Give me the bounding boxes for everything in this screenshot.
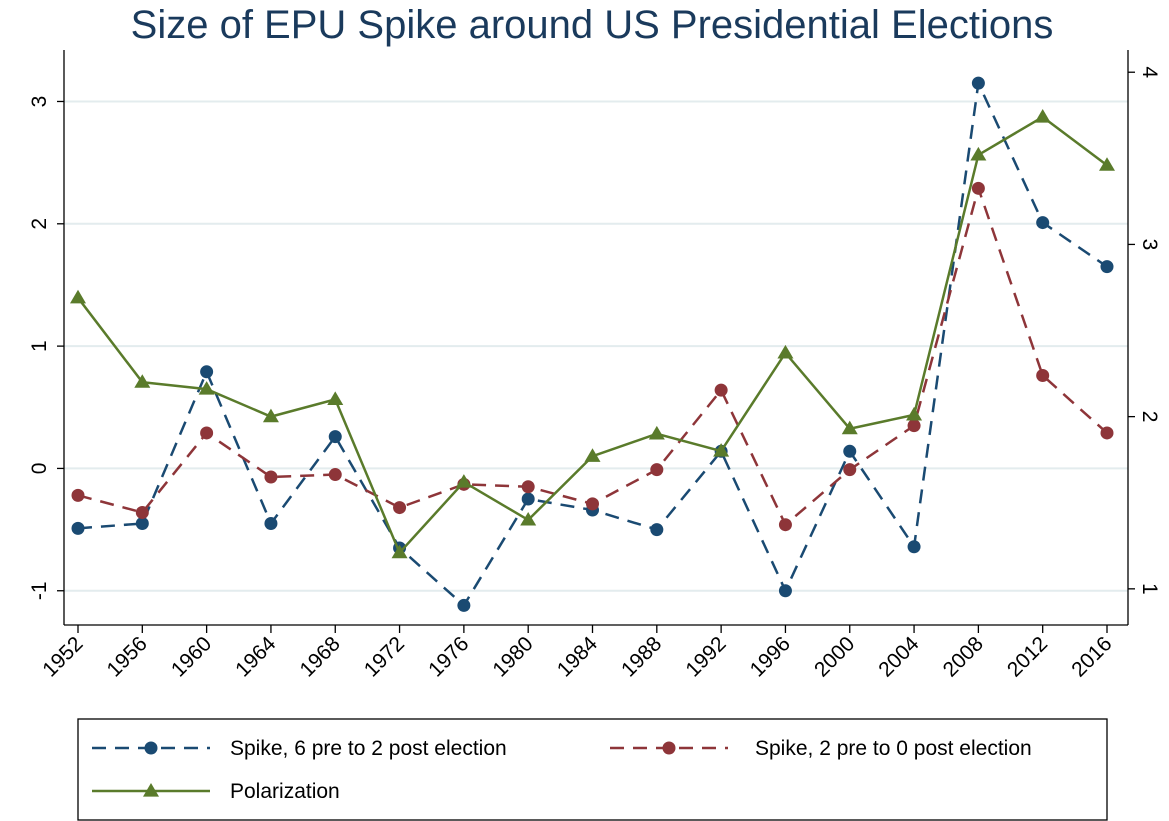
spike-2pre-0post-point [328,468,342,482]
left-axis-tick-label: -1 [28,581,51,600]
polarization-point [70,289,86,304]
spike-6pre-2post-point [1036,216,1050,230]
spike-2pre-0post-point [714,383,728,397]
spike-2pre-0post-point [1036,368,1050,382]
x-axis-tick-label: 1964 [231,632,281,682]
left-axis-tick-label: 1 [28,340,51,352]
axes: 3 2 1 0 -1 4 3 2 1 1952 1956 1960 1964 1968 1972 1976 19… [28,50,1161,682]
spike-2pre-0post-point [1100,426,1114,440]
polarization-point [906,406,923,421]
x-axis-tick-label: 1988 [617,632,666,681]
polarization-point [134,374,151,388]
spike-2pre-0post-point [907,419,921,433]
spike-2pre-0post-point [264,470,278,484]
x-axis-tick-label: 1980 [488,632,537,681]
legend-entry-spike-2pre-0post: Spike, 2 pre to 0 post election [610,737,1032,760]
x-axis-tick-label: 1956 [103,632,152,681]
spike-2pre-0post-point [586,497,599,511]
polarization-point [841,420,858,435]
spike-6pre-2post-point [144,741,158,755]
series-lines [70,76,1115,612]
spike-2pre-0post-point [778,518,792,532]
spike-2pre-0post-point [843,463,857,477]
spike-6pre-2post-point [1100,260,1114,274]
x-axis-tick-label: 2008 [939,632,988,681]
legend-entry-spike-6pre-2post: Spike, 6 pre to 2 post election [92,737,507,760]
polarization-point [327,391,344,406]
polarization-point [455,474,472,488]
polarization-point [1099,157,1115,171]
polarization-point [520,511,537,526]
polarization-point [648,425,665,440]
polarization-point [262,408,279,423]
spike-6pre-2post-point [328,430,342,444]
chart-title: Size of EPU Spike around US Presidential… [131,3,1054,47]
polarization-point [143,783,159,797]
spike-6pre-2post-point [457,598,471,612]
polarization-point [584,448,601,462]
legend-label: Spike, 6 pre to 2 post election [230,737,507,760]
spike-6pre-2post-point [843,444,857,458]
polarization-point [970,146,987,161]
spike-2pre-0post-line [77,184,1108,527]
legend: Spike, 6 pre to 2 post election Spike, 2 … [77,718,1108,821]
spike-6pre-2post-point [521,492,535,506]
x-axis-tick-label: 2016 [1067,632,1116,681]
polarization-point [713,443,730,457]
right-axis-tick-label: 1 [1138,583,1161,595]
x-axis-tick-label: 1960 [167,632,216,681]
right-axis-tick-label: 3 [1138,239,1161,251]
legend-label: Spike, 2 pre to 0 post election [755,737,1032,760]
spike-6pre-2post-point [200,365,214,379]
x-axis-tick-label: 2004 [874,632,924,682]
polarization-point [777,344,794,359]
spike-6pre-2post-point [264,516,278,530]
spike-2pre-0post-point [971,181,985,195]
legend-entry-polarization: Polarization [92,780,340,803]
x-axis-tick-label: 1976 [424,632,473,681]
left-axis-tick-label: 3 [28,96,51,108]
x-axis-tick-label: 1952 [38,632,87,681]
polarization-point [1034,108,1051,123]
spike-6pre-2post-point [971,76,985,90]
polarization-point [198,381,215,395]
x-axis-tick-label: 2012 [1003,632,1052,681]
spike-2pre-0post-point [393,501,407,515]
spike-2pre-0post-point [650,463,664,477]
polarization-line [77,115,1108,555]
x-axis-tick-label: 1992 [681,632,730,681]
x-axis-tick-label: 2000 [810,632,859,681]
spike-6pre-2post-point [907,540,921,554]
x-axis-tick-label: 1984 [553,632,603,682]
polarization-point [391,544,408,559]
right-axis-tick-label: 4 [1138,66,1161,78]
left-axis-tick-label: 0 [28,463,51,475]
x-axis-tick-label: 1996 [746,632,795,681]
legend-label: Polarization [230,780,340,803]
legend-box [77,718,1108,821]
spike-2pre-0post-point [135,505,149,519]
spike-6pre-2post-point [650,523,664,537]
spike-6pre-2post-point [778,584,792,598]
spike-6pre-2post-point [71,521,85,535]
left-axis-tick-label: 2 [28,218,51,230]
spike-2pre-0post-point [521,480,535,494]
spike-2pre-0post-point [71,488,85,502]
spike-6pre-2post-line [77,78,1108,608]
spike-2pre-0post-point [200,426,214,440]
x-axis-tick-label: 1968 [295,632,344,681]
gridlines [64,100,1128,592]
x-axis-tick-label: 1972 [360,632,409,681]
right-axis-tick-label: 2 [1138,411,1161,423]
spike-2pre-0post-point [662,741,676,755]
spike-6pre-2post-point [135,516,149,530]
